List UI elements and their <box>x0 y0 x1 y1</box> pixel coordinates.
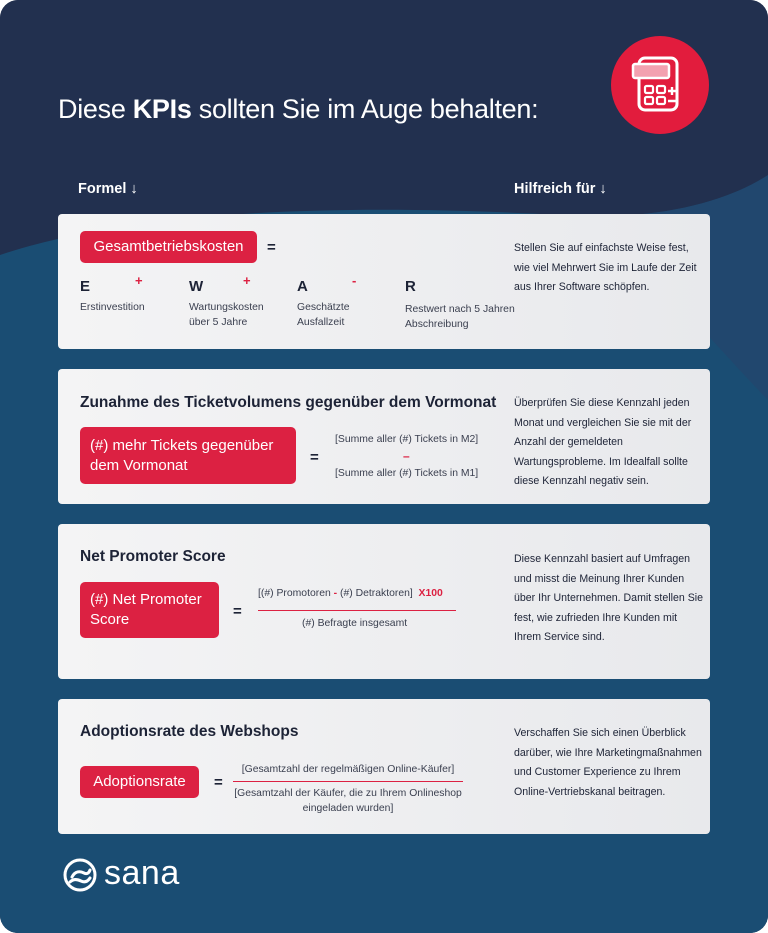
card-tco: Gesamtbetriebskosten = E + Erstinvestiti… <box>58 214 710 349</box>
sana-logo-icon <box>63 858 97 892</box>
equals-sign: = <box>267 239 276 256</box>
equals-sign: = <box>233 603 242 620</box>
card-nps: Net Promoter Score (#) Net Promoter Scor… <box>58 524 710 679</box>
card-description: Überprüfen Sie diese Kennzahl jeden Mona… <box>514 397 692 488</box>
card-description: Verschaffen Sie sich einen Überblick dar… <box>514 727 702 798</box>
card-ticket-volume: Zunahme des Ticketvolumens gegenüber dem… <box>58 369 710 504</box>
formula-denominator: [Gesamtzahl der Käufer, die zu Ihrem Onl… <box>234 788 462 814</box>
term-label: Geschätzte Ausfallzeit <box>297 302 350 328</box>
fraction-line <box>233 781 463 783</box>
formula-numerator: [Gesamtzahl der regelmäßigen Online-Käuf… <box>241 764 455 775</box>
formula-denominator: (#) Befragte insgesamt <box>302 618 408 629</box>
helpful-header: Hilfreich für ↓ <box>514 181 607 197</box>
term-letter: E <box>80 278 91 295</box>
card-description: Diese Kennzahl basiert auf Umfragen und … <box>514 553 704 644</box>
card-title: Zunahme des Ticketvolumens gegenüber dem… <box>80 394 497 411</box>
term-letter: A <box>297 278 308 295</box>
term-label: Restwert nach 5 Jahren Abschreibung <box>405 304 515 330</box>
formula-bottom: [Summe aller (#) Tickets in M1] <box>335 468 479 479</box>
pill-adoption: Adoptionsrate <box>80 766 199 798</box>
term-operator: + <box>135 273 143 288</box>
term-label: Wartungskosten über 5 Jahre <box>189 302 264 328</box>
page-title: Diese KPIs sollten Sie im Auge behalten: <box>58 94 539 124</box>
fraction-line <box>258 610 456 612</box>
formula-top: [Summe aller (#) Tickets in M2] <box>335 434 479 445</box>
logo-text: sana <box>104 854 180 892</box>
calculator-icon <box>611 36 709 134</box>
card-adoption: Adoptionsrate des Webshops Adoptionsrate… <box>58 699 710 834</box>
card-description: Stellen Sie auf einfachste Weise fest, w… <box>514 242 697 294</box>
equals-sign: = <box>214 774 223 791</box>
pill-nps: (#) Net Promoter Score <box>80 582 219 638</box>
formula-operator: – <box>403 449 410 463</box>
term-operator: - <box>352 273 357 288</box>
term-label: Erstinvestition <box>80 302 145 313</box>
term-letter: R <box>405 278 416 295</box>
pill-ticket-volume: (#) mehr Tickets gegenüber dem Vormonat <box>80 427 296 484</box>
term-operator: + <box>243 273 251 288</box>
formula-header: Formel ↓ <box>78 181 138 197</box>
formula-numerator: [(#) Promotoren - (#) Detraktoren] X100 <box>258 588 443 599</box>
card-title: Net Promoter Score <box>80 548 226 565</box>
term-letter: W <box>189 278 204 295</box>
card-title: Adoptionsrate des Webshops <box>80 723 299 740</box>
pill-tco: Gesamtbetriebskosten <box>80 231 257 263</box>
equals-sign: = <box>310 449 319 466</box>
